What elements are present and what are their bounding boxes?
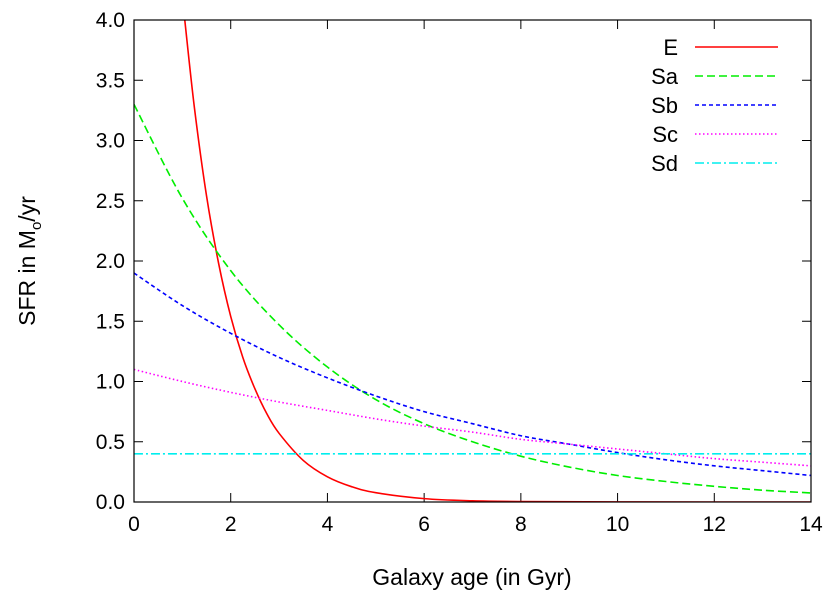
series-line-sa bbox=[134, 103, 811, 494]
x-tick-label: 14 bbox=[799, 513, 823, 536]
y-tick-label: 4.0 bbox=[96, 9, 125, 32]
y-tick-label: 2.5 bbox=[96, 190, 125, 213]
y-tick-label: 0.0 bbox=[96, 491, 125, 514]
x-tick-label: 12 bbox=[703, 513, 726, 536]
series-line-sb bbox=[134, 272, 811, 477]
x-tick-label: 8 bbox=[515, 513, 527, 536]
series-line-sc bbox=[134, 368, 811, 467]
y-axis-label: SFR in Mo/yr bbox=[14, 196, 45, 326]
y-tick-label: 3.0 bbox=[96, 130, 125, 153]
y-tick-label: 1.0 bbox=[96, 371, 125, 394]
y-tick-label: 1.5 bbox=[96, 310, 125, 333]
x-tick-label: 6 bbox=[418, 513, 430, 536]
y-tick-label: 0.5 bbox=[96, 431, 125, 454]
legend-label-e: E bbox=[663, 35, 678, 60]
legend-label-sb: Sb bbox=[651, 93, 678, 118]
y-tick-label: 3.5 bbox=[96, 69, 125, 92]
series-line-e bbox=[183, 20, 811, 502]
x-tick-label: 4 bbox=[322, 513, 334, 536]
plot-frame bbox=[133, 19, 812, 503]
legend-label-sa: Sa bbox=[651, 64, 679, 89]
legend-label-sc: Sc bbox=[652, 122, 678, 147]
x-axis-label: Galaxy age (in Gyr) bbox=[372, 564, 571, 590]
x-tick-label: 0 bbox=[128, 513, 140, 536]
y-tick-label: 2.0 bbox=[96, 250, 125, 273]
legend: E Sa Sb Sc Sd bbox=[651, 35, 778, 176]
legend-label-sd: Sd bbox=[651, 151, 678, 176]
x-tick-label: 10 bbox=[606, 513, 629, 536]
x-tick-label: 2 bbox=[225, 513, 237, 536]
